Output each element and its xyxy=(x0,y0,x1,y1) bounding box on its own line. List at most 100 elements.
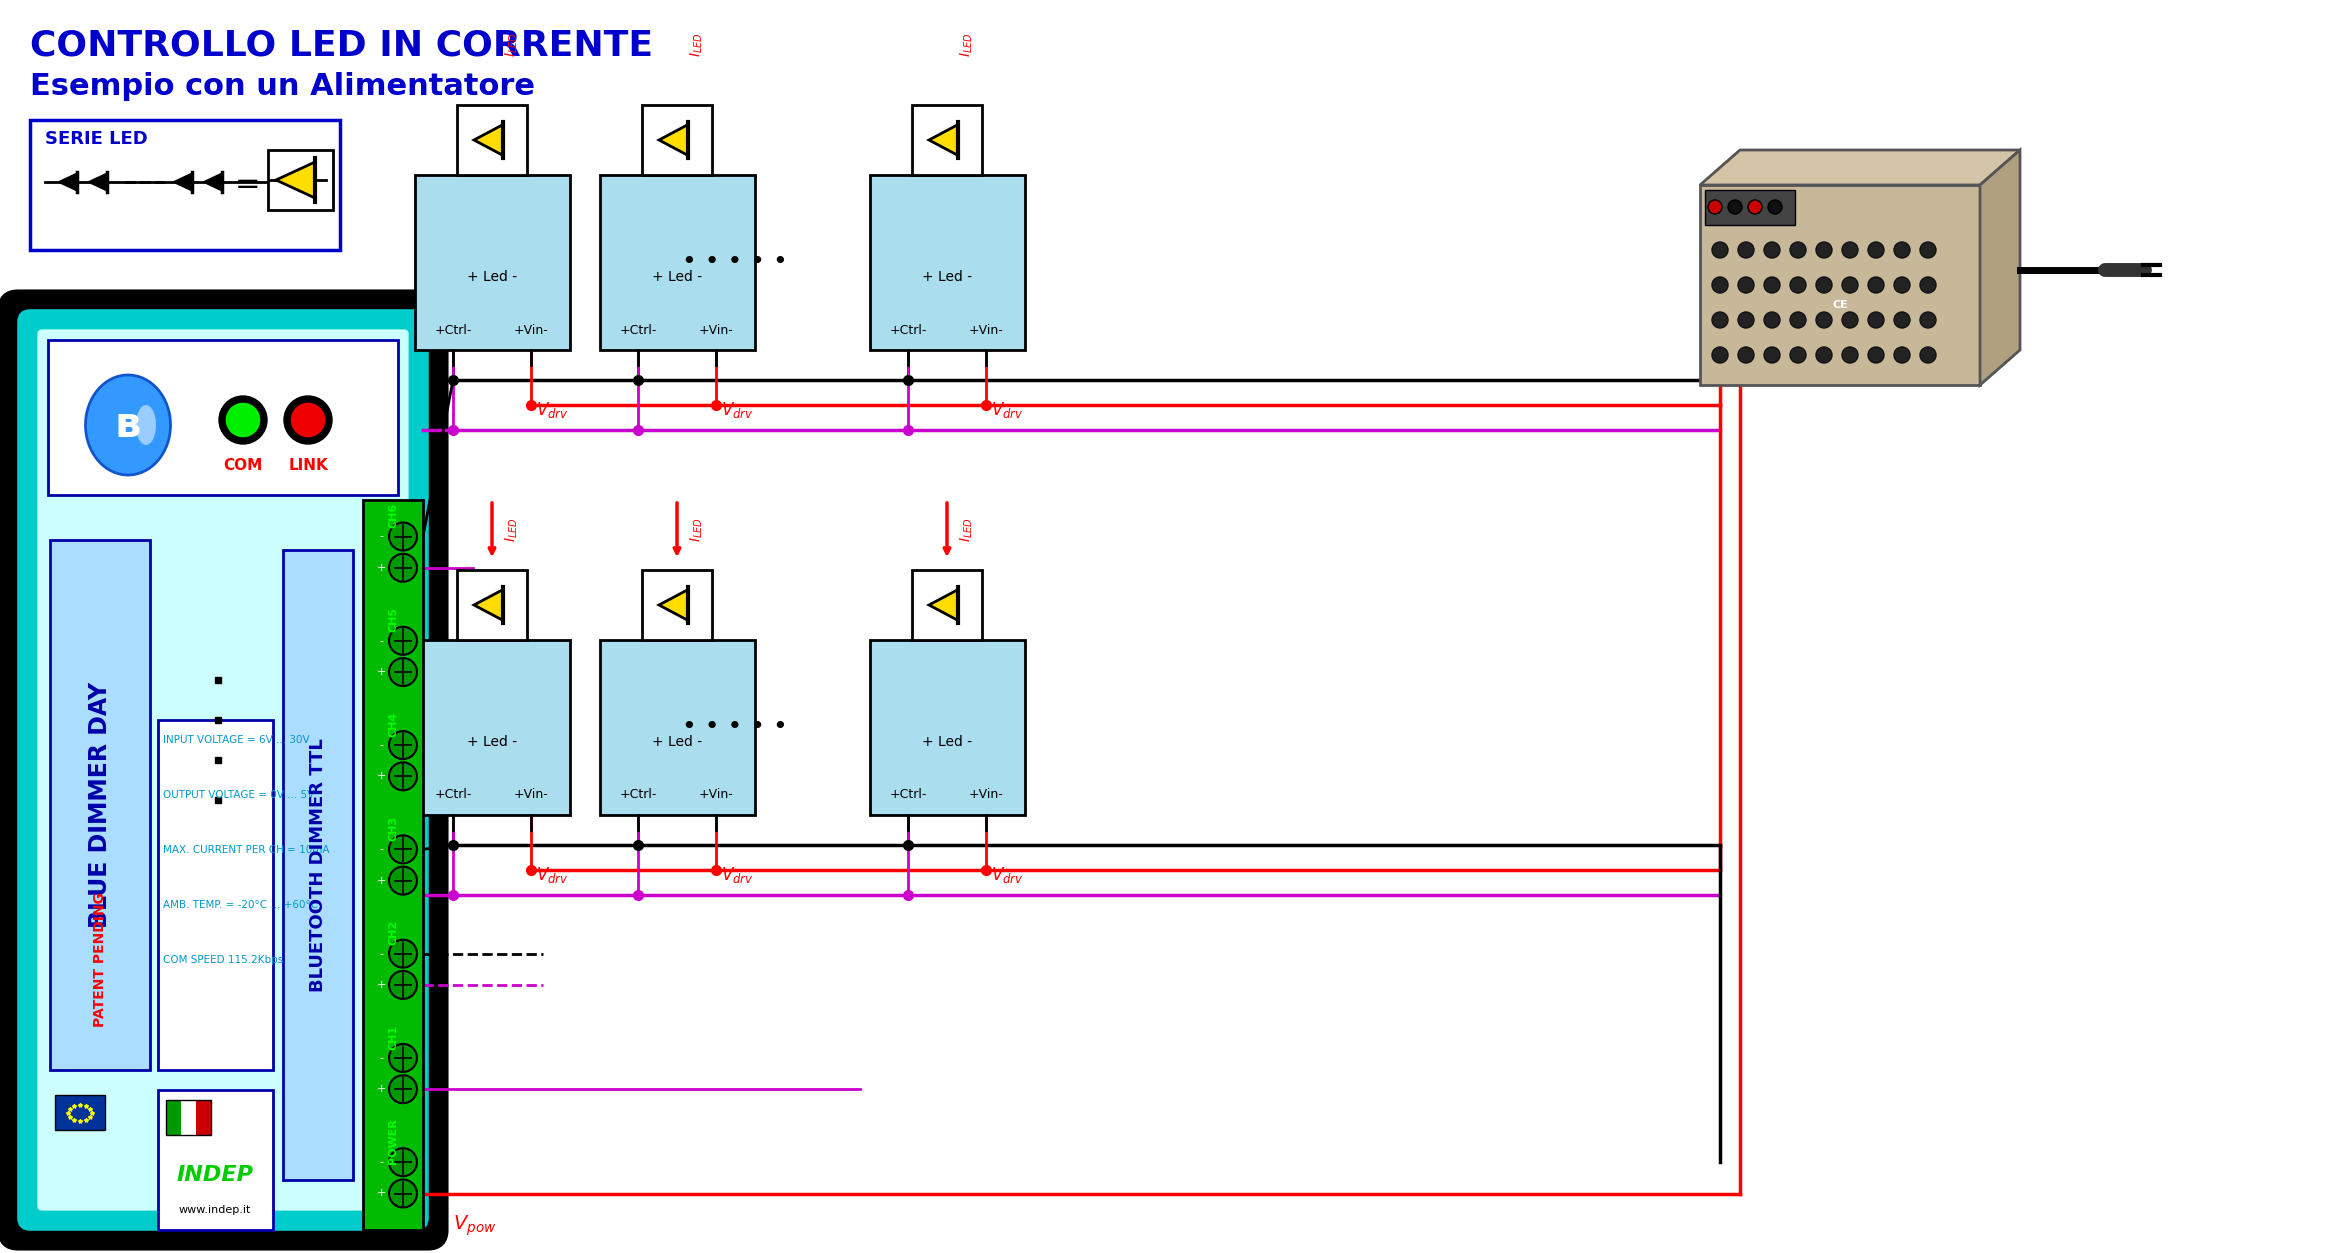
Text: • • • • •: • • • • • xyxy=(681,251,789,274)
FancyBboxPatch shape xyxy=(49,540,149,1070)
FancyBboxPatch shape xyxy=(912,105,982,175)
Polygon shape xyxy=(474,590,504,620)
Circle shape xyxy=(1789,347,1806,363)
Text: -: - xyxy=(378,845,383,855)
FancyBboxPatch shape xyxy=(912,570,982,640)
Circle shape xyxy=(1768,200,1782,214)
Text: CH1: CH1 xyxy=(387,1025,399,1050)
FancyBboxPatch shape xyxy=(600,640,756,814)
FancyBboxPatch shape xyxy=(166,1100,182,1135)
Circle shape xyxy=(1843,242,1857,258)
Circle shape xyxy=(285,396,331,444)
Text: CE: CE xyxy=(1831,299,1848,309)
Text: CH2: CH2 xyxy=(387,920,399,945)
Circle shape xyxy=(1843,312,1857,328)
FancyBboxPatch shape xyxy=(35,328,411,1212)
Text: $I_{LED}$: $I_{LED}$ xyxy=(959,33,975,58)
FancyBboxPatch shape xyxy=(268,150,334,211)
Polygon shape xyxy=(1981,150,2020,385)
Circle shape xyxy=(1789,277,1806,293)
Polygon shape xyxy=(929,125,959,155)
Text: $V_{drv}$: $V_{drv}$ xyxy=(721,400,754,420)
FancyBboxPatch shape xyxy=(870,175,1024,350)
Text: +: + xyxy=(376,1189,385,1199)
Polygon shape xyxy=(658,125,688,155)
Text: $I_{LED}$: $I_{LED}$ xyxy=(959,517,975,543)
Text: + Led -: + Led - xyxy=(467,269,518,284)
Circle shape xyxy=(1920,347,1936,363)
Text: COM SPEED 115.2Kbps: COM SPEED 115.2Kbps xyxy=(163,955,282,965)
Text: -: - xyxy=(378,1158,383,1168)
Circle shape xyxy=(1729,200,1743,214)
FancyBboxPatch shape xyxy=(415,175,569,350)
Circle shape xyxy=(1920,312,1936,328)
Text: +Ctrl-: +Ctrl- xyxy=(618,788,656,802)
Circle shape xyxy=(1815,242,1831,258)
FancyBboxPatch shape xyxy=(56,1095,105,1130)
Circle shape xyxy=(390,554,418,581)
Circle shape xyxy=(390,523,418,550)
Text: OUTPUT VOLTAGE = 0V ... 5V: OUTPUT VOLTAGE = 0V ... 5V xyxy=(163,789,315,799)
Text: +Vin-: +Vin- xyxy=(513,788,548,802)
Circle shape xyxy=(1894,312,1911,328)
Circle shape xyxy=(390,940,418,967)
Text: + Led -: + Led - xyxy=(651,269,702,284)
Circle shape xyxy=(1764,242,1780,258)
Circle shape xyxy=(1843,277,1857,293)
Circle shape xyxy=(1764,347,1780,363)
Text: +Vin-: +Vin- xyxy=(513,323,548,337)
Text: LINK: LINK xyxy=(287,457,329,472)
Circle shape xyxy=(1920,277,1936,293)
Text: +Ctrl-: +Ctrl- xyxy=(434,323,471,337)
Circle shape xyxy=(289,402,327,439)
Text: +: + xyxy=(376,980,385,990)
Circle shape xyxy=(390,1179,418,1208)
Text: $V_{drv}$: $V_{drv}$ xyxy=(992,865,1024,885)
Text: +: + xyxy=(376,563,385,573)
FancyBboxPatch shape xyxy=(196,1100,210,1135)
Text: $I_{LED}$: $I_{LED}$ xyxy=(504,33,520,58)
Circle shape xyxy=(1869,312,1885,328)
Text: + Led -: + Led - xyxy=(651,736,702,749)
Circle shape xyxy=(1869,277,1885,293)
Text: $V_{drv}$: $V_{drv}$ xyxy=(537,865,569,885)
FancyBboxPatch shape xyxy=(415,640,569,814)
Text: -: - xyxy=(378,949,383,959)
Text: +: + xyxy=(376,667,385,677)
Circle shape xyxy=(1815,312,1831,328)
Text: MAX. CURRENT PER CH = 10mA: MAX. CURRENT PER CH = 10mA xyxy=(163,845,329,855)
Text: + Led -: + Led - xyxy=(467,736,518,749)
Ellipse shape xyxy=(86,375,170,475)
FancyBboxPatch shape xyxy=(49,340,399,495)
Text: CH3: CH3 xyxy=(387,816,399,841)
Ellipse shape xyxy=(135,405,156,445)
Circle shape xyxy=(390,626,418,655)
Text: +Ctrl-: +Ctrl- xyxy=(889,323,926,337)
FancyBboxPatch shape xyxy=(1705,190,1794,226)
Text: • • • • •: • • • • • xyxy=(681,715,789,739)
FancyBboxPatch shape xyxy=(2,294,443,1245)
Text: ʙ: ʙ xyxy=(114,403,142,446)
FancyBboxPatch shape xyxy=(182,1100,196,1135)
Text: +: + xyxy=(376,1084,385,1094)
Circle shape xyxy=(1789,312,1806,328)
Text: CH4: CH4 xyxy=(387,712,399,737)
Circle shape xyxy=(1920,242,1936,258)
Text: +Vin-: +Vin- xyxy=(698,788,733,802)
Polygon shape xyxy=(275,162,315,198)
Circle shape xyxy=(1869,242,1885,258)
Circle shape xyxy=(1764,312,1780,328)
FancyBboxPatch shape xyxy=(642,570,712,640)
Text: +Vin-: +Vin- xyxy=(698,323,733,337)
Text: + Led -: + Led - xyxy=(922,269,973,284)
Circle shape xyxy=(390,730,418,759)
Text: +Ctrl-: +Ctrl- xyxy=(618,323,656,337)
Text: SERIE LED: SERIE LED xyxy=(44,130,147,148)
Text: -: - xyxy=(378,741,383,751)
Circle shape xyxy=(390,762,418,791)
FancyBboxPatch shape xyxy=(457,570,527,640)
Text: www.indep.it: www.indep.it xyxy=(180,1205,252,1215)
Circle shape xyxy=(1894,347,1911,363)
Text: + Led -: + Led - xyxy=(922,736,973,749)
Text: INPUT VOLTAGE = 6V ... 30V: INPUT VOLTAGE = 6V ... 30V xyxy=(163,736,310,746)
